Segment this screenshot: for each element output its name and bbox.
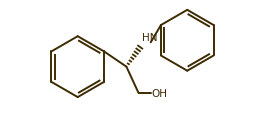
Text: HN: HN bbox=[142, 33, 158, 43]
Text: OH: OH bbox=[151, 88, 167, 98]
